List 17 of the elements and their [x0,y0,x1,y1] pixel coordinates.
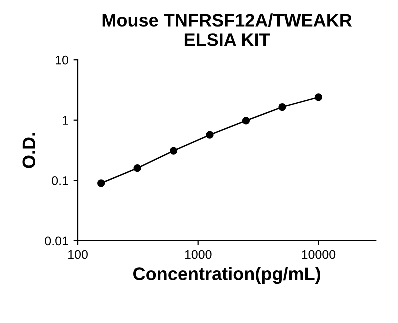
chart-title: Mouse TNFRSF12A/TWEAKR ELSIA KIT [102,14,352,46]
point [278,103,286,112]
point [242,117,250,125]
x-axis-title: Concentration(pg/mL) [134,267,320,284]
x-tick-label: 1000 [185,250,212,260]
y-tick-label: 0.01 [45,236,68,246]
point [206,131,214,139]
x-tick-label: 100 [68,250,88,260]
y-axis-title: O.D. [22,133,36,168]
point [170,147,178,155]
point [98,180,106,188]
x-tick-label: 10000 [302,250,336,260]
y-tick-label: 10 [56,56,68,65]
y-tick-label: 1 [62,116,68,125]
point [134,164,142,172]
y-tick-label: 0.1 [52,176,68,186]
point [314,94,323,102]
